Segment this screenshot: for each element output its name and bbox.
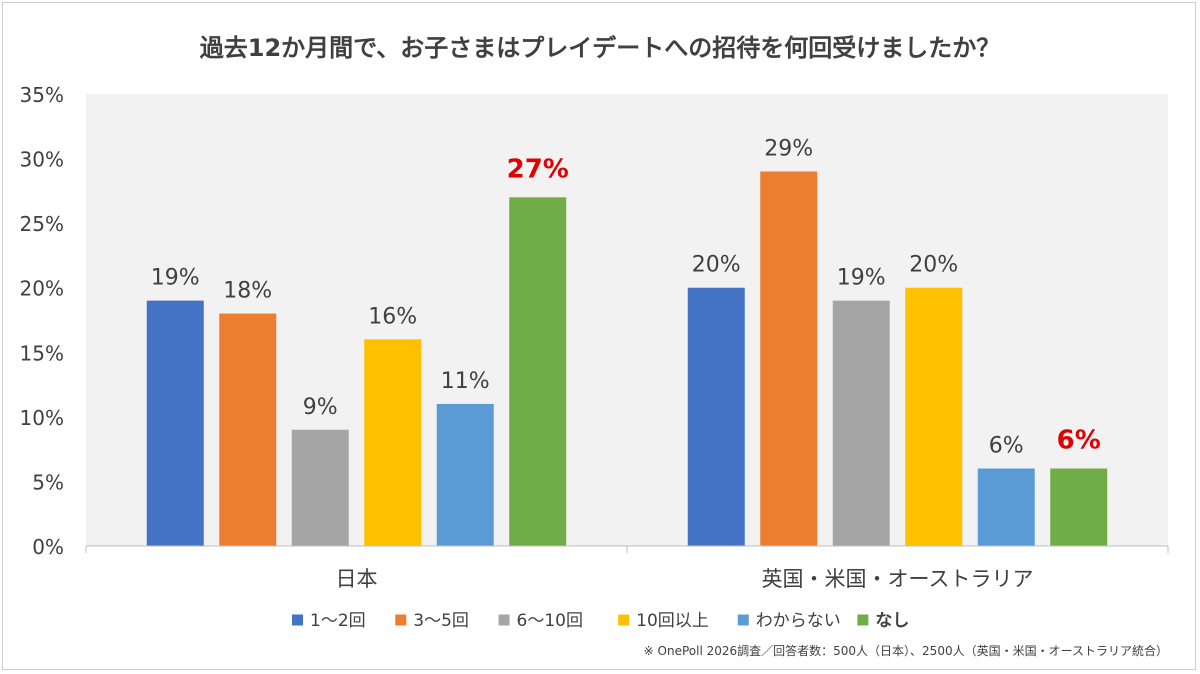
y-tick-label: 0% [32, 535, 64, 559]
legend-swatch [857, 614, 869, 626]
legend-label: わからない [756, 611, 841, 631]
y-axis: 0% 5% 10% 15% 20% 25% 30% 35% [20, 83, 64, 559]
legend-swatch [498, 614, 510, 626]
legend-swatch [737, 614, 749, 626]
y-tick-label: 5% [32, 470, 64, 494]
legend-swatch [395, 614, 407, 626]
bar [760, 171, 818, 546]
bar [291, 429, 349, 546]
bar-value-label: 16% [368, 304, 417, 329]
legend-label: 6～10回 [517, 611, 583, 631]
bar-value-label: 27% [507, 154, 569, 184]
bar-value-label: 11% [441, 369, 490, 394]
bar [436, 403, 494, 546]
x-category-label: 英国・米国・オーストラリア [762, 567, 1034, 591]
bar [832, 300, 890, 546]
legend-swatch [618, 614, 630, 626]
bar-value-label: 6% [989, 434, 1024, 459]
bar [977, 468, 1035, 546]
y-tick-label: 15% [20, 341, 64, 365]
bar-series: 19% 18% 9% 16% 11% 27% 20% 29% 19% 20% 6% 6% [146, 136, 1108, 547]
legend-swatch [292, 614, 303, 626]
bar-value-label: 18% [223, 279, 272, 304]
bar [364, 339, 422, 546]
y-tick-label: 30% [20, 148, 64, 172]
legend-label: 3～5回 [413, 611, 469, 631]
bar-value-label: 20% [909, 253, 958, 278]
legend-label: なし [875, 611, 909, 631]
bar-value-label: 6% [1057, 426, 1101, 456]
bar [687, 287, 745, 546]
bar-value-label: 9% [303, 395, 338, 420]
y-tick-label: 35% [20, 83, 64, 107]
y-tick-label: 20% [20, 277, 64, 301]
bar [146, 300, 204, 546]
chart-title: 過去12か月間で、お子さまはプレイデートへの招待を何回受けましたか？ [200, 34, 1000, 62]
x-axis: 日本 英国・米国・オーストラリア [85, 545, 1169, 591]
legend: 1～2回 3～5回 6～10回 10回以上 わからない なし [292, 611, 909, 631]
legend-label: 1～2回 [310, 611, 366, 631]
x-category-label: 日本 [336, 567, 378, 591]
y-tick-label: 25% [20, 212, 64, 236]
bar-value-label: 29% [764, 136, 813, 161]
bar [905, 287, 963, 546]
footnote: ※ OnePoll 2026調査／回答者数：500人（日本）、2500人（英国・… [644, 643, 1168, 658]
legend-label: 10回以上 [636, 611, 709, 631]
bar-value-label: 19% [837, 266, 886, 291]
bar [509, 197, 567, 547]
bar [219, 313, 277, 546]
bar-value-label: 19% [151, 266, 200, 291]
bar [1050, 468, 1108, 546]
bar-value-label: 20% [692, 253, 741, 278]
y-tick-label: 10% [20, 406, 64, 430]
